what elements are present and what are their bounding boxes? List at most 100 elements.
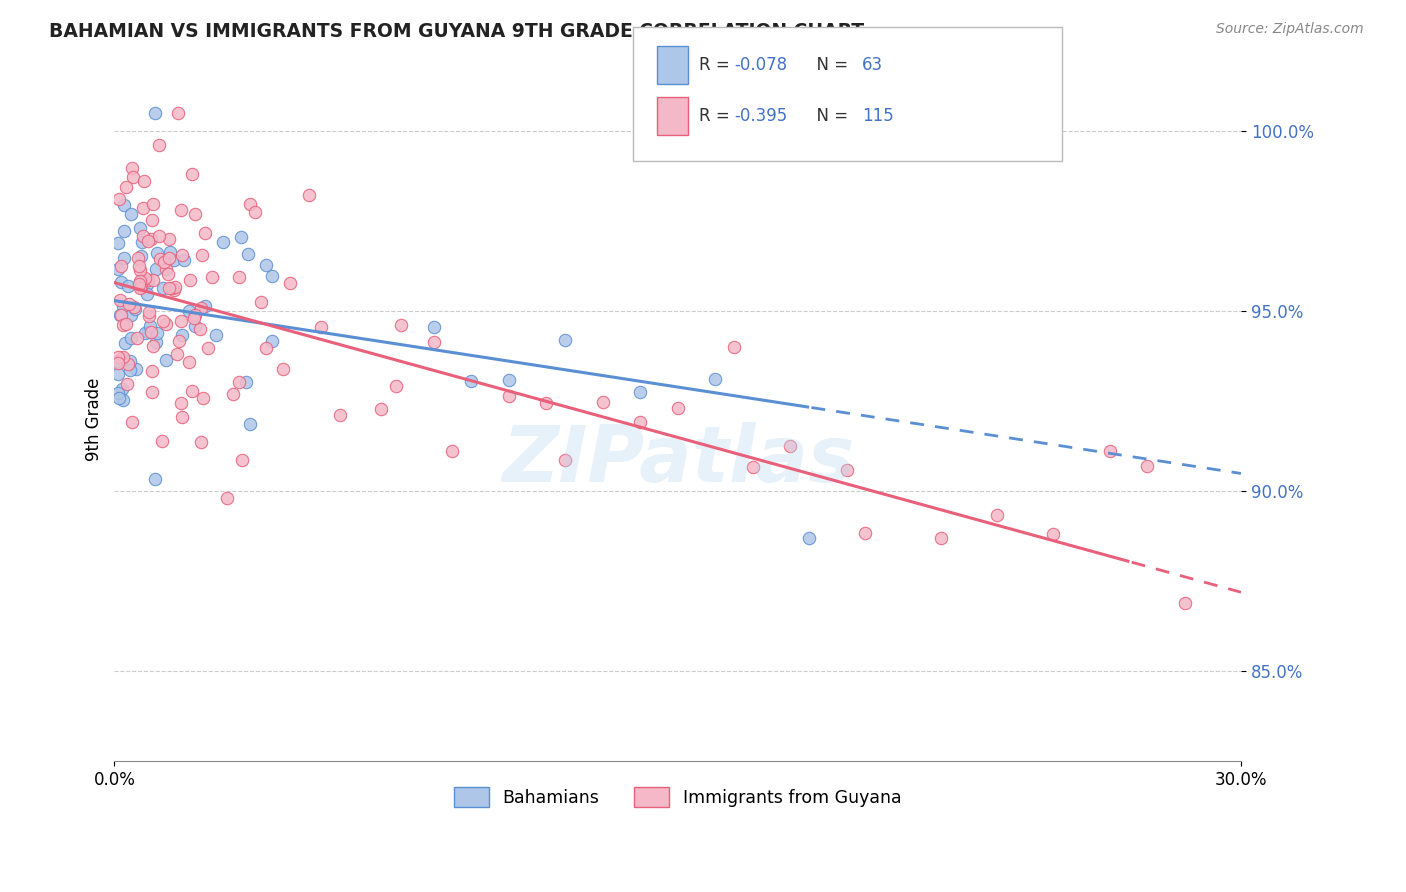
Point: [179, 272, 201, 286]
Point: [114, 179, 136, 194]
Point: [191, 391, 214, 405]
Point: [155, 262, 177, 277]
Text: 63: 63: [862, 56, 883, 74]
Point: [150, 434, 173, 449]
Point: [152, 281, 174, 295]
Text: R =: R =: [699, 56, 735, 74]
Point: [183, 311, 205, 326]
Point: [160, 281, 183, 295]
Point: [181, 384, 204, 399]
Point: [128, 262, 150, 277]
Point: [127, 252, 149, 266]
Point: [138, 309, 160, 323]
Point: [273, 361, 295, 376]
Text: Source: ZipAtlas.com: Source: ZipAtlas.com: [1216, 22, 1364, 37]
Point: [139, 232, 162, 246]
Point: [141, 384, 163, 399]
Point: [111, 299, 134, 313]
Point: [169, 313, 191, 327]
Point: [929, 531, 952, 545]
Point: [136, 287, 159, 301]
Text: -0.395: -0.395: [734, 107, 787, 125]
Point: [134, 326, 156, 340]
Point: [188, 322, 211, 336]
Point: [222, 387, 245, 401]
Point: [136, 277, 159, 291]
Point: [309, 319, 332, 334]
Point: [173, 252, 195, 267]
Point: [167, 334, 190, 348]
Point: [128, 277, 150, 291]
Point: [554, 452, 576, 467]
Point: [215, 491, 238, 505]
Point: [134, 271, 156, 285]
Point: [239, 197, 262, 211]
Point: [157, 281, 180, 295]
Point: [107, 386, 129, 401]
Point: [628, 415, 651, 429]
Point: [111, 351, 134, 366]
Point: [184, 319, 207, 334]
Point: [498, 373, 520, 387]
Point: [114, 198, 136, 212]
Point: [1042, 527, 1064, 541]
Legend: Bahamians, Immigrants from Guyana: Bahamians, Immigrants from Guyana: [447, 780, 908, 814]
Point: [194, 299, 217, 313]
Point: [118, 363, 141, 377]
Point: [170, 202, 193, 217]
Point: [107, 261, 129, 276]
Point: [152, 314, 174, 328]
Point: [141, 213, 163, 227]
Point: [155, 317, 177, 331]
Point: [166, 347, 188, 361]
Point: [460, 374, 482, 388]
Point: [143, 106, 166, 120]
Point: [121, 161, 143, 175]
Point: [278, 276, 301, 290]
Point: [142, 196, 165, 211]
Point: [145, 472, 167, 486]
Point: [136, 326, 159, 340]
Point: [112, 224, 135, 238]
Point: [145, 262, 167, 277]
Point: [180, 167, 202, 181]
Point: [170, 327, 193, 342]
Point: [666, 401, 689, 416]
Point: [536, 396, 558, 410]
Point: [122, 169, 145, 184]
Point: [148, 137, 170, 152]
Point: [128, 221, 150, 235]
Point: [254, 341, 277, 355]
Point: [239, 417, 262, 431]
Point: [1136, 458, 1159, 473]
Point: [132, 228, 155, 243]
Point: [628, 384, 651, 399]
Point: [723, 340, 745, 354]
Point: [110, 293, 132, 307]
Point: [107, 355, 129, 369]
Text: -0.078: -0.078: [734, 56, 787, 74]
Point: [110, 308, 132, 322]
Point: [117, 358, 139, 372]
Point: [122, 301, 145, 315]
Text: ZIPatlas: ZIPatlas: [502, 423, 853, 499]
Point: [298, 188, 321, 202]
Point: [139, 319, 162, 334]
Point: [159, 244, 181, 259]
Point: [260, 334, 283, 349]
Point: [986, 508, 1008, 522]
Point: [145, 326, 167, 340]
Point: [235, 375, 257, 389]
Point: [153, 255, 176, 269]
Point: [131, 235, 153, 249]
Point: [197, 341, 219, 355]
Point: [165, 280, 187, 294]
Point: [238, 246, 260, 260]
Point: [121, 415, 143, 429]
Point: [129, 250, 152, 264]
Text: N =: N =: [806, 56, 853, 74]
Point: [107, 354, 129, 368]
Text: R =: R =: [699, 107, 735, 125]
Point: [128, 259, 150, 273]
Point: [231, 453, 253, 467]
